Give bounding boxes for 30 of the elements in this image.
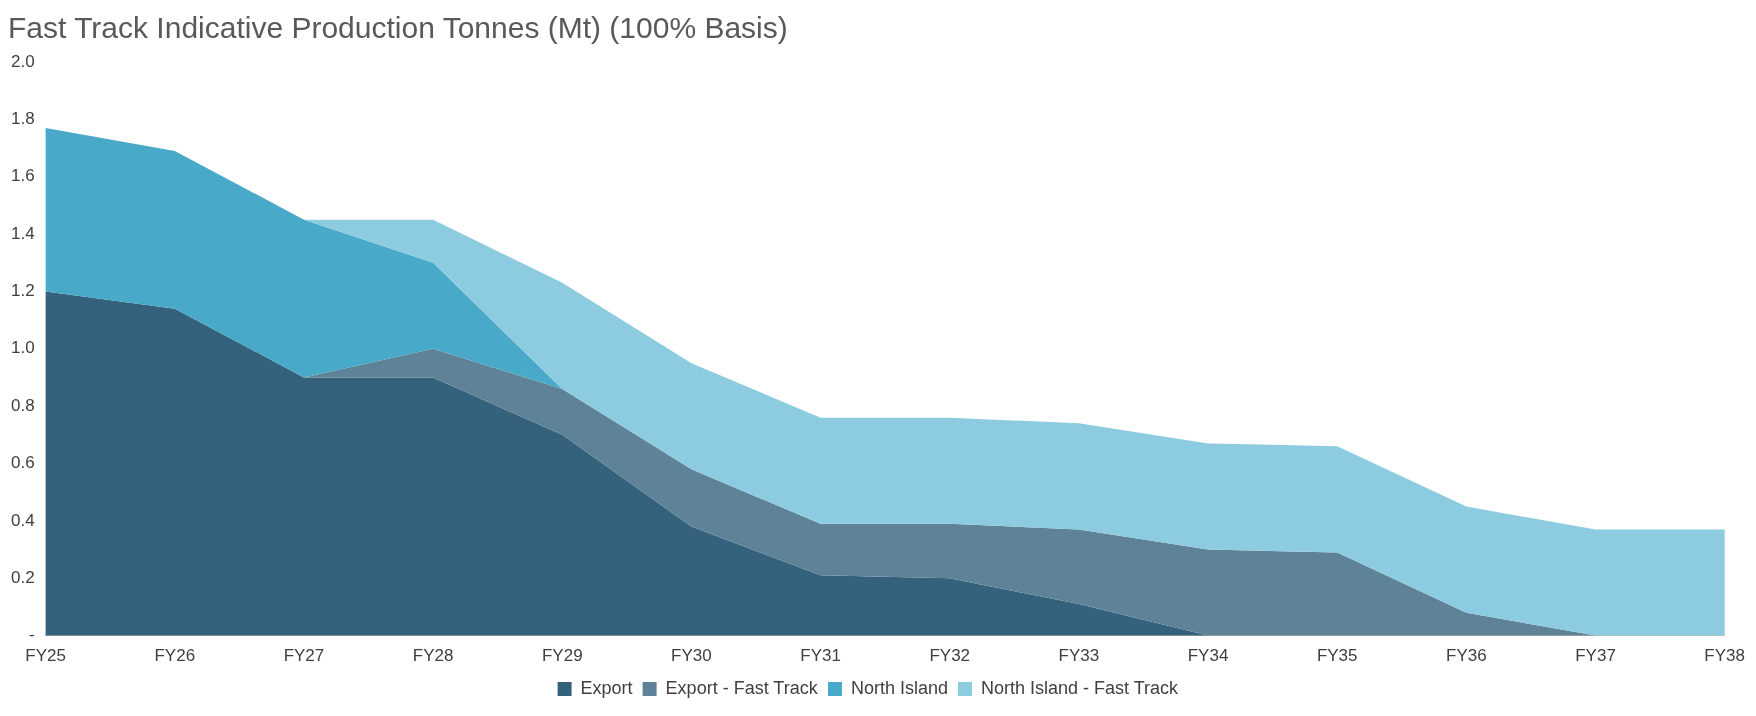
x-tick-label: FY34 [1187,646,1229,666]
y-tick-label: 1.8 [10,109,35,129]
x-tick-label: FY28 [412,646,454,666]
y-tick-label: 1.2 [10,281,35,301]
legend-label: Export - Fast Track [665,677,819,698]
x-tick-label: FY29 [541,646,583,666]
x-tick-label: FY27 [283,646,325,666]
x-tick-label: FY37 [1575,646,1616,666]
y-tick-label: 0.2 [10,567,35,587]
x-tick-label: FY31 [800,646,841,666]
x-tick-label: FY36 [1446,646,1487,666]
y-tick-label: 2.0 [10,51,35,71]
y-tick-label: 0.6 [10,453,35,473]
x-tick-label: FY35 [1316,646,1358,666]
x-tick-label: FY33 [1058,646,1100,666]
x-tick-label: FY30 [671,646,712,666]
x-tick-label: FY25 [25,646,66,666]
chart-title: Fast Track Indicative Production Tonnes (Mt) (100% Basis) [8,11,788,45]
legend-label: North Island [850,677,949,698]
x-tick-label: FY26 [154,646,196,666]
legend-label: North Island - Fast Track [981,677,1180,698]
y-tick-label: 1.6 [10,166,35,186]
legend-label: Export [580,677,633,698]
x-tick-label: FY38 [1704,646,1745,666]
y-tick-label: 0.4 [10,510,35,530]
y-tick-label: 1.4 [10,223,35,243]
x-tick-label: FY32 [929,646,971,666]
y-tick-label: - [28,625,35,645]
y-tick-label: 1.0 [10,338,35,358]
y-tick-label: 0.8 [10,395,35,415]
